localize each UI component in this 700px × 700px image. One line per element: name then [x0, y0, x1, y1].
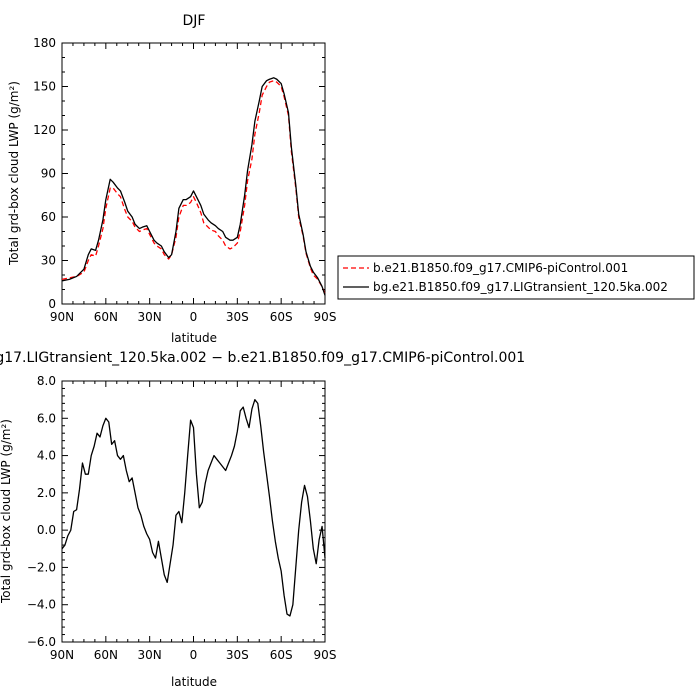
legend: b.e21.B1850.f09_g17.CMIP6-piControl.001 … [337, 255, 695, 300]
top-x-axis-label: latitude [171, 331, 217, 345]
bottom-plot: bg.e21.B1850.f09_g17.LIGtransient_120.5k… [0, 350, 525, 689]
x-tick-label: 90S [314, 648, 337, 662]
x-tick-label: 60N [94, 310, 118, 324]
y-tick-label: 120 [33, 123, 56, 137]
y-tick-label: 60 [41, 210, 56, 224]
top-y-axis-label: Total grd-box cloud LWP (g/m²) [7, 81, 21, 266]
y-tick-label: 30 [41, 254, 56, 268]
y-tick-label: 90 [41, 167, 56, 181]
y-tick-label: 2.0 [37, 486, 56, 500]
top-series-group [61, 77, 326, 296]
bottom-y-axis-label: Total grd-box cloud LWP (g/m²) [0, 419, 13, 604]
y-tick-label: −4.0 [27, 598, 56, 612]
y-tick-label: 0 [48, 297, 56, 311]
x-tick-label: 0 [190, 310, 198, 324]
y-tick-label: 150 [33, 80, 56, 94]
x-tick-label: 30N [138, 648, 162, 662]
x-tick-label: 0 [190, 648, 198, 662]
y-tick-label: −2.0 [27, 560, 56, 574]
y-tick-label: 4.0 [37, 449, 56, 463]
x-tick-label: 30N [138, 310, 162, 324]
bottom-plot-title: bg.e21.B1850.f09_g17.LIGtransient_120.5k… [0, 350, 525, 366]
bottom-series-line-0 [61, 398, 326, 617]
top-series-line-0 [61, 80, 326, 295]
top-plot-frame [61, 42, 326, 305]
legend-box [337, 255, 695, 300]
legend-label-picontrol: b.e21.B1850.f09_g17.CMIP6-piControl.001 [373, 261, 628, 275]
x-tick-label: 30S [226, 310, 249, 324]
bottom-y-axis: −6.0 −4.0 −2.0 0.0 2.0 4.0 6.0 8.0 [27, 374, 325, 649]
y-tick-label: 8.0 [37, 374, 56, 388]
top-plot-title: DJF [183, 13, 206, 29]
legend-label-ligtransient: bg.e21.B1850.f09_g17.LIGtransient_120.5k… [373, 280, 668, 294]
x-tick-label: 30S [226, 648, 249, 662]
x-tick-label: 60S [270, 310, 293, 324]
x-tick-label: 90N [50, 648, 74, 662]
top-plot: DJF 0 30 60 90 120 150 180 90N 60N 30N 0 30S 60S 90S… [7, 13, 336, 345]
x-tick-label: 90N [50, 310, 74, 324]
y-tick-label: 0.0 [37, 523, 56, 537]
bottom-series-group [61, 398, 326, 617]
y-tick-label: −6.0 [27, 635, 56, 649]
y-tick-label: 6.0 [37, 411, 56, 425]
bottom-x-axis: 90N 60N 30N 0 30S 60S 90S [50, 381, 337, 662]
top-series-line-1 [61, 77, 326, 296]
bottom-x-axis-label: latitude [171, 675, 217, 689]
y-tick-label: 180 [33, 36, 56, 50]
top-y-axis: 0 30 60 90 120 150 180 [33, 36, 325, 311]
x-tick-label: 60N [94, 648, 118, 662]
x-tick-label: 90S [314, 310, 337, 324]
top-x-axis: 90N 60N 30N 0 30S 60S 90S [50, 43, 337, 324]
x-tick-label: 60S [270, 648, 293, 662]
